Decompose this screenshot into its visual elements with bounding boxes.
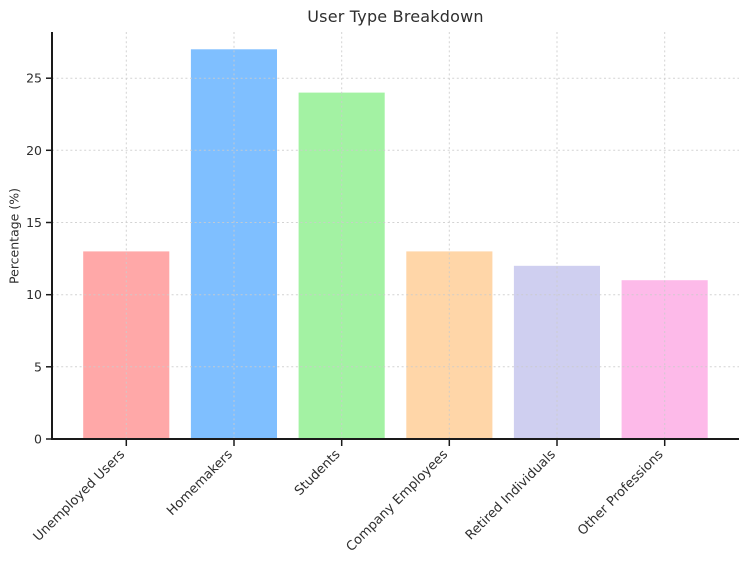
bar-retired-individuals [513, 265, 600, 439]
y-tick-label-15: 15 [26, 215, 42, 230]
x-tick-label-unemployed-users: Unemployed Users [31, 447, 129, 545]
y-tick-label-10: 10 [26, 287, 42, 302]
x-tick-label-company-employees: Company Employees [344, 447, 452, 555]
y-tick-label-20: 20 [26, 143, 42, 158]
x-tick-label-students: Students [292, 447, 344, 499]
y-tick-label-25: 25 [26, 71, 42, 86]
chart-title: User Type Breakdown [307, 7, 484, 26]
y-tick-label-0: 0 [34, 432, 42, 447]
x-tick-label-homemakers: Homemakers [164, 447, 236, 519]
x-tick-label-other-professions: Other Professions [575, 447, 667, 539]
x-tick-label-retired-individuals: Retired Individuals [463, 447, 559, 543]
y-tick-label-5: 5 [34, 359, 42, 374]
